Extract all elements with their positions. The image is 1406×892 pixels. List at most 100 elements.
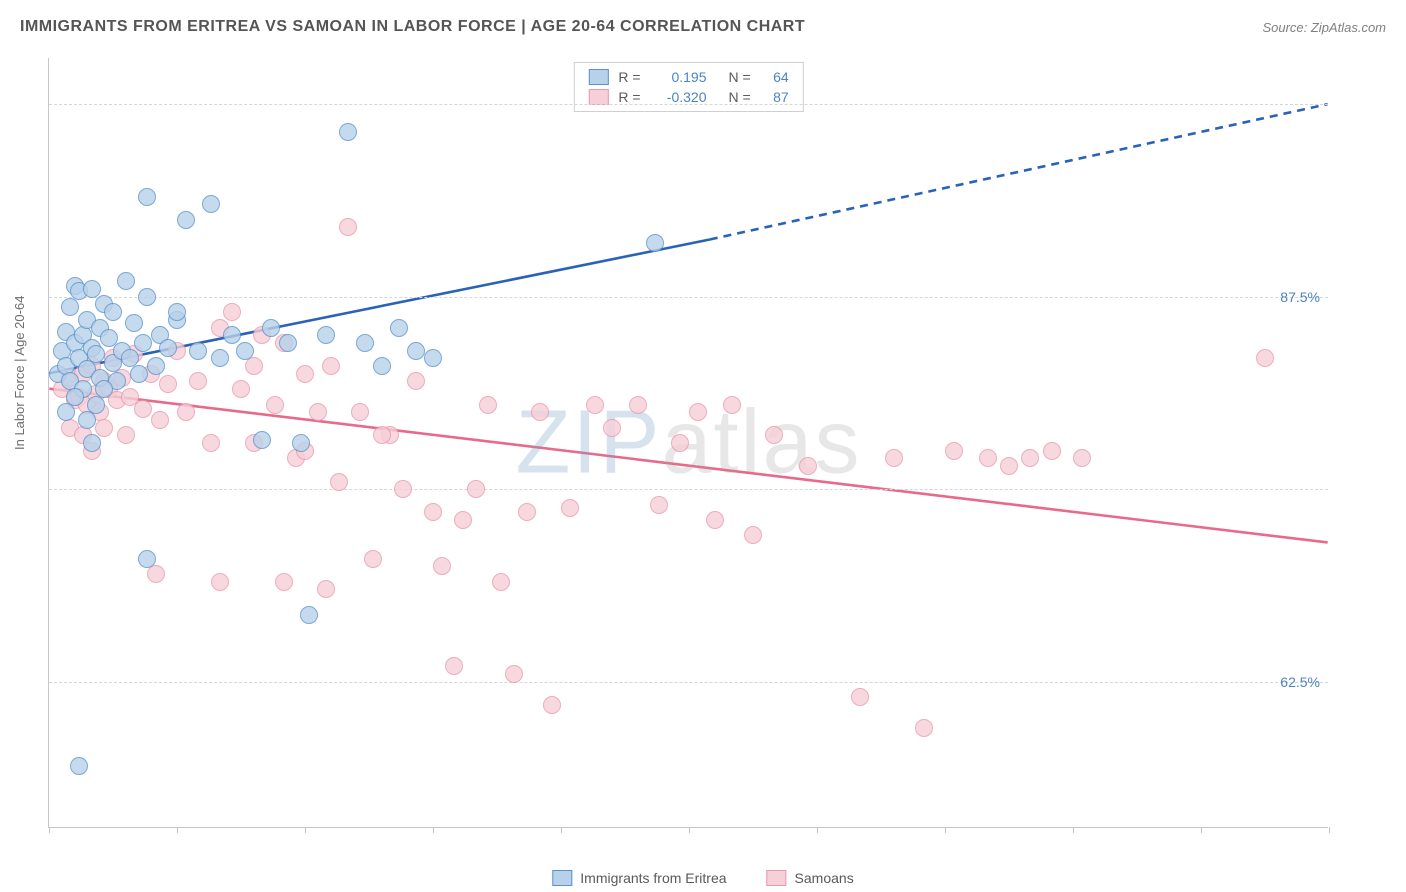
- scatter-point-pink: [407, 372, 425, 390]
- scatter-point-pink: [266, 396, 284, 414]
- scatter-point-pink: [518, 503, 536, 521]
- x-tick: [1073, 827, 1074, 833]
- trend-line: [49, 239, 709, 373]
- header: IMMIGRANTS FROM ERITREA VS SAMOAN IN LAB…: [20, 18, 1386, 36]
- legend-label: Samoans: [795, 870, 854, 886]
- scatter-point-blue: [292, 434, 310, 452]
- scatter-point-pink: [317, 580, 335, 598]
- x-tick: [1201, 827, 1202, 833]
- scatter-point-blue: [83, 280, 101, 298]
- scatter-point-pink: [223, 303, 241, 321]
- scatter-point-pink: [650, 496, 668, 514]
- scatter-point-pink: [373, 426, 391, 444]
- scatter-point-blue: [87, 345, 105, 363]
- scatter-point-blue: [66, 388, 84, 406]
- scatter-point-pink: [296, 365, 314, 383]
- scatter-point-pink: [851, 688, 869, 706]
- scatter-point-pink: [689, 403, 707, 421]
- x-tick: [177, 827, 178, 833]
- scatter-point-pink: [629, 396, 647, 414]
- bottom-legend-item: Immigrants from Eritrea: [552, 870, 726, 886]
- legend-swatch: [588, 69, 608, 85]
- scatter-point-pink: [1043, 442, 1061, 460]
- scatter-point-blue: [134, 334, 152, 352]
- scatter-point-pink: [1000, 457, 1018, 475]
- scatter-point-pink: [339, 218, 357, 236]
- x-tick: [817, 827, 818, 833]
- scatter-point-blue: [147, 357, 165, 375]
- scatter-point-blue: [211, 349, 229, 367]
- stat-r-label: R =: [618, 89, 640, 105]
- scatter-point-blue: [138, 550, 156, 568]
- scatter-point-blue: [177, 211, 195, 229]
- scatter-point-blue: [236, 342, 254, 360]
- scatter-point-pink: [467, 480, 485, 498]
- stat-n-label: N =: [729, 69, 751, 85]
- scatter-point-pink: [586, 396, 604, 414]
- scatter-point-blue: [300, 606, 318, 624]
- scatter-point-blue: [223, 326, 241, 344]
- scatter-point-blue: [407, 342, 425, 360]
- stat-n-value: 64: [761, 69, 789, 85]
- scatter-point-pink: [433, 557, 451, 575]
- x-tick: [49, 827, 50, 833]
- legend-swatch: [767, 870, 787, 886]
- scatter-point-pink: [505, 665, 523, 683]
- scatter-point-pink: [885, 449, 903, 467]
- scatter-point-pink: [915, 719, 933, 737]
- scatter-point-pink: [424, 503, 442, 521]
- scatter-point-blue: [253, 431, 271, 449]
- scatter-point-blue: [57, 403, 75, 421]
- scatter-point-pink: [945, 442, 963, 460]
- scatter-point-blue: [78, 411, 96, 429]
- scatter-point-blue: [125, 314, 143, 332]
- scatter-point-pink: [394, 480, 412, 498]
- scatter-point-pink: [322, 357, 340, 375]
- legend-swatch: [552, 870, 572, 886]
- gridline-h: [49, 297, 1328, 298]
- x-tick: [689, 827, 690, 833]
- scatter-point-pink: [95, 419, 113, 437]
- x-tick: [945, 827, 946, 833]
- scatter-point-blue: [317, 326, 335, 344]
- scatter-point-pink: [765, 426, 783, 444]
- scatter-point-pink: [117, 426, 135, 444]
- scatter-point-blue: [356, 334, 374, 352]
- scatter-point-pink: [211, 573, 229, 591]
- scatter-point-pink: [706, 511, 724, 529]
- x-tick: [561, 827, 562, 833]
- scatter-point-blue: [646, 234, 664, 252]
- gridline-h: [49, 104, 1328, 105]
- scatter-point-blue: [138, 288, 156, 306]
- scatter-point-blue: [138, 188, 156, 206]
- scatter-point-blue: [262, 319, 280, 337]
- scatter-point-pink: [1073, 449, 1091, 467]
- scatter-point-pink: [245, 357, 263, 375]
- scatter-point-pink: [492, 573, 510, 591]
- stat-r-value: -0.320: [651, 89, 707, 105]
- scatter-point-pink: [1021, 449, 1039, 467]
- scatter-point-blue: [279, 334, 297, 352]
- scatter-point-blue: [168, 303, 186, 321]
- scatter-point-pink: [134, 400, 152, 418]
- stat-n-value: 87: [761, 89, 789, 105]
- scatter-point-pink: [531, 403, 549, 421]
- y-axis-label: In Labor Force | Age 20-64: [12, 296, 27, 450]
- scatter-point-pink: [543, 696, 561, 714]
- legend-swatch: [588, 89, 608, 105]
- scatter-point-pink: [309, 403, 327, 421]
- scatter-point-pink: [275, 573, 293, 591]
- scatter-point-blue: [390, 319, 408, 337]
- scatter-point-pink: [232, 380, 250, 398]
- bottom-legend: Immigrants from Eritrea Samoans: [552, 870, 853, 886]
- stat-n-label: N =: [729, 89, 751, 105]
- scatter-point-blue: [339, 123, 357, 141]
- scatter-point-pink: [351, 403, 369, 421]
- scatter-point-blue: [373, 357, 391, 375]
- scatter-point-pink: [177, 403, 195, 421]
- scatter-point-blue: [424, 349, 442, 367]
- x-tick: [1329, 827, 1330, 833]
- bottom-legend-item: Samoans: [767, 870, 854, 886]
- scatter-point-blue: [159, 339, 177, 357]
- stat-r-label: R =: [618, 69, 640, 85]
